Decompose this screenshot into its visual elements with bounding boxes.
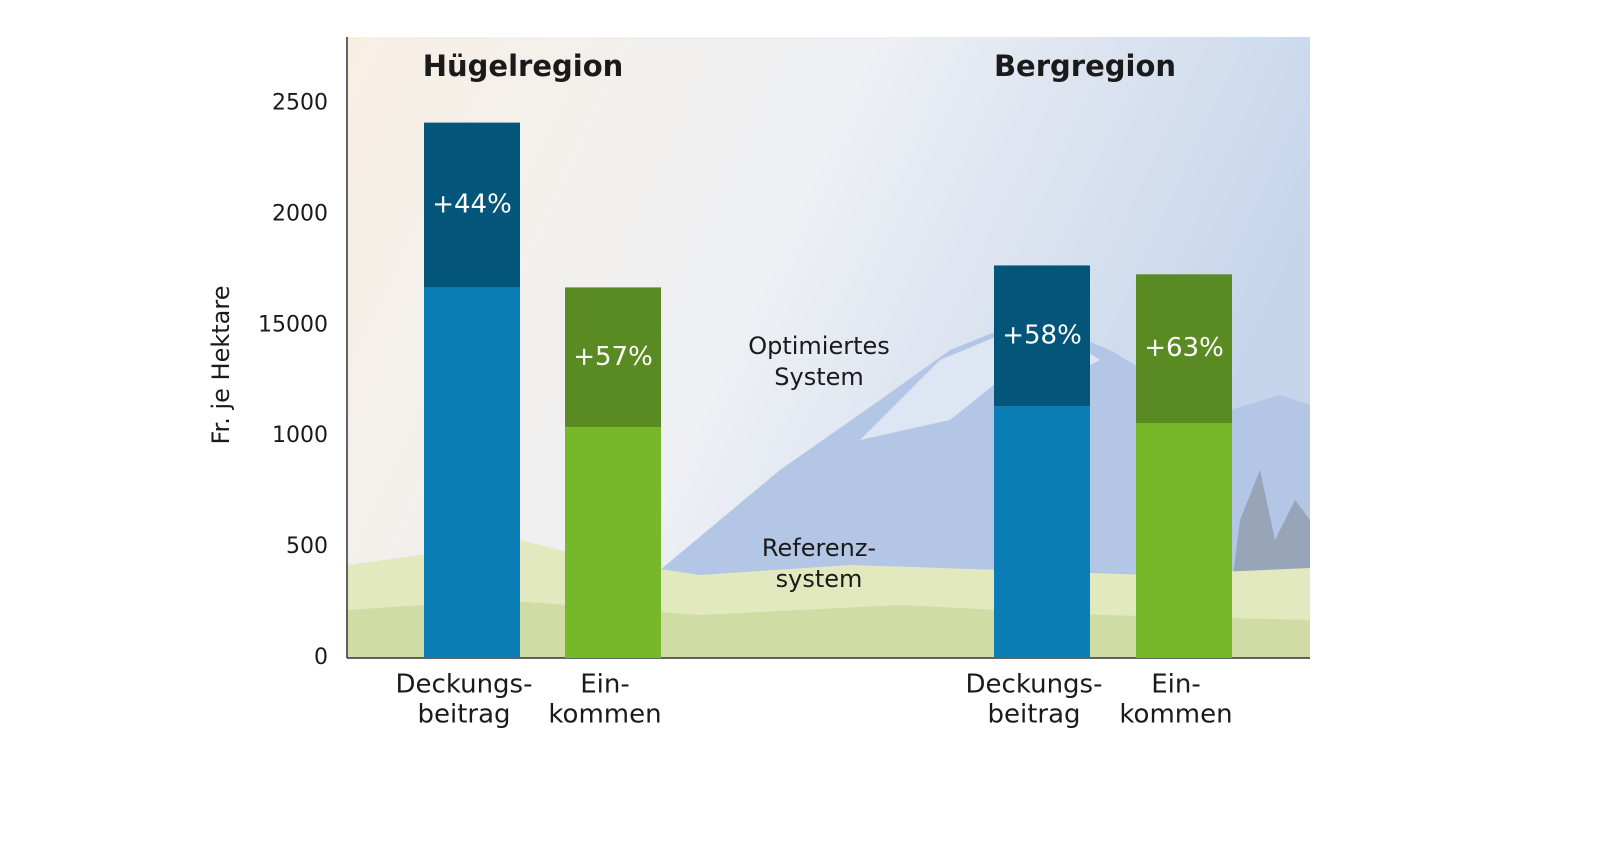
group-title: Hügelregion: [423, 49, 624, 83]
x-tick-label: kommen: [548, 700, 661, 730]
y-tick-label: 0: [314, 645, 328, 670]
increase-label: +57%: [573, 342, 653, 372]
bar-segment: [565, 427, 661, 658]
bar-segment: [565, 287, 661, 428]
y-tick-label: 2500: [272, 91, 328, 116]
y-tick-label: 1000: [272, 423, 328, 448]
group-title: Bergregion: [994, 49, 1176, 83]
increase-label: +63%: [1144, 333, 1224, 363]
series-label: Referenz-: [762, 534, 876, 562]
bar-segment: [1136, 423, 1232, 658]
x-tick-label: beitrag: [987, 700, 1080, 730]
series-label: System: [774, 363, 864, 391]
y-tick-label: 15000: [258, 312, 328, 337]
x-tick-label: Deckungs-: [396, 670, 533, 700]
series-label: Optimiertes: [748, 332, 890, 360]
bar-segment: [1136, 274, 1232, 424]
series-label: system: [776, 565, 863, 593]
bar-segment: [424, 287, 520, 658]
x-tick-label: kommen: [1119, 700, 1232, 730]
x-tick-label: Deckungs-: [966, 670, 1103, 700]
bar-segment: [994, 265, 1090, 407]
x-tick-label: beitrag: [417, 700, 510, 730]
bar-segment: [424, 122, 520, 288]
y-tick-label: 2000: [272, 201, 328, 226]
bar-segment: [994, 406, 1090, 658]
increase-label: +44%: [432, 190, 512, 220]
increase-label: +58%: [1002, 320, 1082, 350]
x-tick-label: Ein-: [580, 670, 630, 700]
x-tick-label: Ein-: [1151, 670, 1201, 700]
y-axis-label: Fr. je Hektare: [207, 286, 235, 445]
y-tick-label: 500: [286, 534, 328, 559]
